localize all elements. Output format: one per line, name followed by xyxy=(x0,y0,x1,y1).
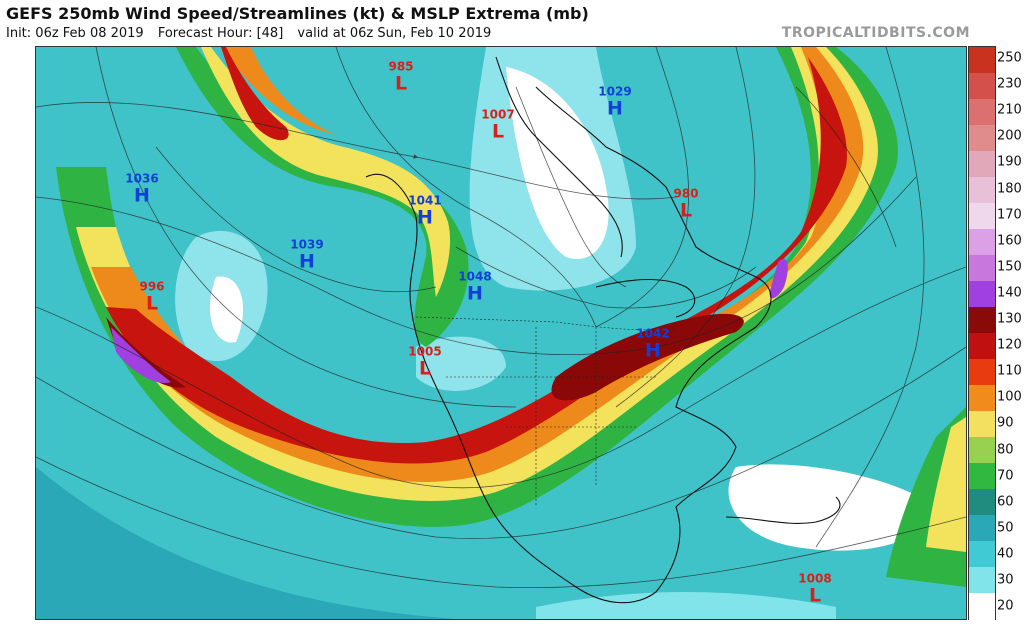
calm-area-caribbean xyxy=(728,464,936,551)
tropical-calm-band xyxy=(536,592,836,619)
subtropical-band-southwest xyxy=(36,467,456,619)
jet-max-purple-pacific xyxy=(111,327,171,383)
colorbar-segment xyxy=(969,593,995,620)
colorbar-segment xyxy=(969,541,995,568)
colorbar-segment xyxy=(969,489,995,516)
colorbar-segment xyxy=(969,567,995,594)
colorbar-segment xyxy=(969,333,995,360)
map-title: GEFS 250mb Wind Speed/Streamlines (kt) &… xyxy=(6,4,589,23)
northern-jet-red xyxy=(221,47,289,141)
calm-area-pacific xyxy=(209,276,244,343)
colorbar-segment xyxy=(969,151,995,178)
init-time: Init: 06z Feb 08 2019 xyxy=(6,26,144,41)
pressure-low: 1005 L xyxy=(408,344,442,380)
map-subtitle: Init: 06z Feb 08 2019 Forecast Hour: [48… xyxy=(6,26,501,41)
colorbar-tick-label: 100 xyxy=(997,389,1022,405)
colorbar-segment xyxy=(969,307,995,334)
colorbar-tick-label: 70 xyxy=(997,468,1014,484)
colorbar-segment xyxy=(969,385,995,412)
colorbar-segment xyxy=(969,281,995,308)
colorbar-tick-label: 90 xyxy=(997,415,1014,431)
colorbar-tick-label: 190 xyxy=(997,154,1022,170)
colorbar-segment xyxy=(969,177,995,204)
wind-speed-colorbar xyxy=(968,46,996,620)
colorbar-segment xyxy=(969,437,995,464)
colorbar-segment xyxy=(969,73,995,100)
colorbar-segment xyxy=(969,463,995,490)
colorbar-segment xyxy=(969,203,995,230)
colorbar-tick-label: 50 xyxy=(997,520,1014,536)
wind-speed-field xyxy=(36,47,966,619)
colorbar-tick-label: 170 xyxy=(997,207,1022,223)
colorbar-tick-label: 250 xyxy=(997,50,1022,66)
colorbar-tick-label: 140 xyxy=(997,285,1022,301)
calm-area-canada xyxy=(506,67,609,259)
pressure-high: 1041 H xyxy=(408,193,442,229)
jet-max-purple-atlantic xyxy=(769,258,788,299)
low-wind-area-west xyxy=(416,336,506,391)
colorbar-segment xyxy=(969,359,995,386)
jet-core-dark-red-us xyxy=(551,313,744,401)
colorbar-tick-label: 40 xyxy=(997,546,1014,562)
pressure-high: 1029 H xyxy=(598,84,632,120)
pressure-high: 1048 H xyxy=(458,269,492,305)
colorbar-tick-label: 20 xyxy=(997,598,1014,614)
subtropical-band-atlantic-core xyxy=(926,417,966,552)
colorbar-tick-label: 30 xyxy=(997,572,1014,588)
pressure-high: 1039 H xyxy=(290,237,324,273)
colorbar-tick-label: 110 xyxy=(997,363,1022,379)
colorbar-tick-label: 180 xyxy=(997,181,1022,196)
colorbar-tick-label: 60 xyxy=(997,494,1014,510)
pressure-low: 1007 L xyxy=(481,107,515,143)
colorbar-tick-label: 80 xyxy=(997,442,1014,457)
forecast-hour: Forecast Hour: [48] xyxy=(157,26,284,41)
colorbar-tick-label: 200 xyxy=(997,128,1022,144)
colorbar-segment xyxy=(969,229,995,256)
northern-jet-orange xyxy=(221,47,336,135)
colorbar-segment xyxy=(969,515,995,542)
colorbar-tick-label: 120 xyxy=(997,337,1022,353)
pressure-low: 985 L xyxy=(388,59,414,95)
brand-watermark: TROPICALTIDBITS.COM xyxy=(781,25,970,41)
colorbar-tick-label: 160 xyxy=(997,233,1022,249)
coastlines xyxy=(365,56,841,604)
colorbar-tick-label: 130 xyxy=(997,311,1022,327)
pressure-low: 980 L xyxy=(673,186,699,222)
colorbar-segment xyxy=(969,47,995,74)
colorbar-segment xyxy=(969,99,995,126)
pressure-high: 1036 H xyxy=(125,171,159,207)
colorbar-tick-label: 150 xyxy=(997,259,1022,275)
colorbar-segment xyxy=(969,125,995,152)
pressure-low: 1008 L xyxy=(798,571,832,607)
wind-map: 985 L 1007 L 1029 H 1036 H 1041 H 1039 H… xyxy=(35,46,967,620)
colorbar-tick-label: 230 xyxy=(997,76,1022,92)
pressure-high: 1042 H xyxy=(636,326,670,362)
colorbar-segment xyxy=(969,411,995,438)
colorbar-segment xyxy=(969,255,995,282)
colorbar-tick-label: 210 xyxy=(997,102,1022,118)
valid-time: valid at 06z Sun, Feb 10 2019 xyxy=(297,26,492,41)
borders xyxy=(415,316,677,507)
pressure-low: 996 L xyxy=(139,279,165,315)
